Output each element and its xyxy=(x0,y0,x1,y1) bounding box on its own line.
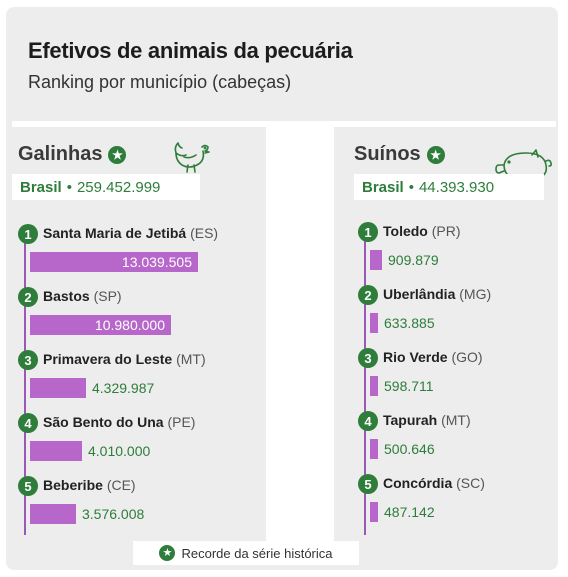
bar-row: 1 Toledo (PR) 909.879 xyxy=(358,222,568,278)
state-code: (MT) xyxy=(176,351,206,367)
municipality-name: Beberibe xyxy=(43,477,103,493)
total-separator: • xyxy=(66,178,72,196)
municipality-name: Rio Verde xyxy=(383,349,448,365)
municipality-label: Primavera do Leste (MT) xyxy=(43,351,206,367)
municipality-label: Beberibe (CE) xyxy=(43,477,136,493)
municipality-label: Tapurah (MT) xyxy=(383,412,471,428)
chart-title: Efetivos de animais da pecuária xyxy=(28,38,353,63)
bar xyxy=(30,504,76,524)
panel-title-label: Galinhas xyxy=(18,143,103,165)
municipality-label: Toledo (PR) xyxy=(383,223,461,239)
municipality-label: Rio Verde (GO) xyxy=(383,349,483,365)
panel-title-suinos: Suínos ★ xyxy=(354,143,445,166)
record-star-icon: ★ xyxy=(159,545,176,561)
record-star-icon: ★ xyxy=(108,145,127,164)
total-value: 44.393.930 xyxy=(418,178,495,196)
state-code: (PE) xyxy=(167,414,196,430)
bar xyxy=(370,313,378,333)
bar xyxy=(370,502,378,522)
bar-value-label: 3.576.008 xyxy=(82,506,145,522)
municipality-label: Uberlândia (MG) xyxy=(383,286,491,302)
total-value: 259.452.999 xyxy=(76,178,161,196)
bar-value-label: 598.711 xyxy=(384,378,434,394)
bar-row: 2 Uberlândia (MG) 633.885 xyxy=(358,285,568,341)
municipality-name: Santa Maria de Jetibá xyxy=(43,225,187,241)
bar-value-label: 633.885 xyxy=(384,315,435,331)
rank-badge: 2 xyxy=(18,287,38,307)
chart-subtitle: Ranking por município (cabeças) xyxy=(28,72,292,92)
municipality-name: Tapurah xyxy=(383,412,438,428)
state-code: (CE) xyxy=(106,477,136,493)
bar-value-label: 500.646 xyxy=(384,441,435,457)
bar-row: 4 São Bento do Una (PE) 4.010.000 xyxy=(18,413,258,469)
bar-row: 2 Bastos (SP) 10.980.000 xyxy=(18,287,258,343)
rank-badge: 1 xyxy=(18,224,38,244)
rank-badge: 3 xyxy=(358,348,378,368)
state-code: (MG) xyxy=(459,286,492,302)
rank-badge: 3 xyxy=(18,350,38,370)
bar xyxy=(30,315,171,335)
municipality-name: São Bento do Una xyxy=(43,414,164,430)
municipality-label: Santa Maria de Jetibá (ES) xyxy=(43,225,218,241)
municipality-name: Concórdia xyxy=(383,475,453,491)
municipality-name: Uberlândia xyxy=(383,286,456,302)
panel-galinhas: Galinhas ★ Brasil • 259.452.999 1 Santa M… xyxy=(12,127,266,541)
panel-title-galinhas: Galinhas ★ xyxy=(18,143,127,166)
bar xyxy=(30,252,198,272)
bar-row: 3 Primavera do Leste (MT) 4.329.987 xyxy=(18,350,258,406)
bar-value-label: 487.142 xyxy=(384,504,435,520)
chicken-icon xyxy=(174,142,210,173)
rank-badge: 1 xyxy=(358,222,378,242)
panel-suinos: Suínos ★ Brasil • 44.393.930 1 Toledo (PR… xyxy=(334,127,556,541)
municipality-label: Concórdia (SC) xyxy=(383,475,485,491)
state-code: (SC) xyxy=(456,475,485,491)
total-label: Brasil xyxy=(20,178,62,196)
legend-text: Recorde da série histórica xyxy=(181,545,333,561)
rank-badge: 4 xyxy=(18,413,38,433)
bar-value-label: 4.329.987 xyxy=(92,380,155,396)
state-code: (ES) xyxy=(190,225,219,241)
bar xyxy=(370,250,382,270)
state-code: (SP) xyxy=(93,288,122,304)
bar-row: 5 Beberibe (CE) 3.576.008 xyxy=(18,476,258,532)
bar-value-label: 13.039.505 xyxy=(121,254,192,270)
state-code: (MT) xyxy=(441,412,471,428)
bar xyxy=(370,376,378,396)
bar xyxy=(30,378,86,398)
record-star-icon: ★ xyxy=(426,145,445,164)
municipality-name: Toledo xyxy=(383,223,428,239)
bar-row: 3 Rio Verde (GO) 598.711 xyxy=(358,348,568,404)
legend-footer: ★ Recorde da série histórica xyxy=(133,541,359,565)
bar-row: 4 Tapurah (MT) 500.646 xyxy=(358,411,568,467)
total-label: Brasil xyxy=(362,178,404,196)
bar-value-label: 4.010.000 xyxy=(88,443,151,459)
municipality-label: São Bento do Una (PE) xyxy=(43,414,195,430)
bar xyxy=(30,441,82,461)
rank-badge: 2 xyxy=(358,285,378,305)
municipality-name: Primavera do Leste xyxy=(43,351,173,367)
bar xyxy=(370,439,378,459)
bar-axis xyxy=(24,237,26,535)
rank-badge: 4 xyxy=(358,411,378,431)
municipality-label: Bastos (SP) xyxy=(43,288,122,304)
total-separator: • xyxy=(408,178,414,196)
bar-value-label: 10.980.000 xyxy=(94,317,165,333)
rank-badge: 5 xyxy=(18,476,38,496)
bar-axis xyxy=(364,237,366,535)
bar-row: 5 Concórdia (SC) 487.142 xyxy=(358,474,568,530)
municipality-name: Bastos xyxy=(43,288,90,304)
bar-row: 1 Santa Maria de Jetibá (ES) 13.039.505 xyxy=(18,224,258,280)
total-brasil-suinos: Brasil • 44.393.930 xyxy=(354,174,544,200)
bar-value-label: 909.879 xyxy=(388,252,439,268)
panel-title-label: Suínos xyxy=(354,143,421,165)
total-brasil-galinhas: Brasil • 259.452.999 xyxy=(12,174,200,200)
state-code: (GO) xyxy=(451,349,483,365)
rank-badge: 5 xyxy=(358,474,378,494)
divider-vertical xyxy=(266,121,334,561)
state-code: (PR) xyxy=(431,223,461,239)
